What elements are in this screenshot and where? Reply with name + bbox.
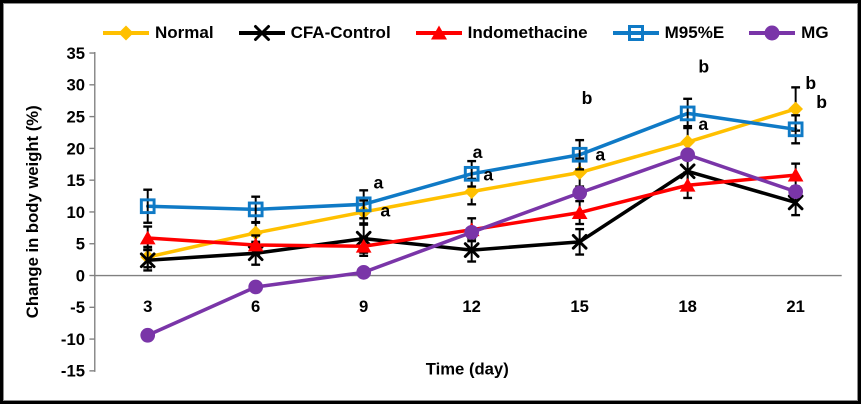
svg-text:35: 35 xyxy=(66,44,85,63)
svg-text:6: 6 xyxy=(251,297,260,316)
legend-item-m95e: M95%E xyxy=(612,23,725,43)
legend-label-normal: Normal xyxy=(155,23,214,42)
svg-text:3: 3 xyxy=(143,297,152,316)
svg-text:12: 12 xyxy=(462,297,481,316)
svg-text:a: a xyxy=(373,173,383,193)
svg-text:a: a xyxy=(595,145,605,165)
legend-item-mg: MG xyxy=(748,23,829,43)
legend-label-mg: MG xyxy=(801,23,829,42)
cfa-control-x-marker-icon xyxy=(238,25,285,41)
series-M95%E xyxy=(139,97,804,224)
svg-text:30: 30 xyxy=(66,76,85,95)
svg-text:a: a xyxy=(473,142,483,162)
svg-text:18: 18 xyxy=(678,297,697,316)
indomethacine-triangle-marker-icon xyxy=(415,25,462,40)
mg-circle-marker-icon xyxy=(749,25,796,41)
svg-text:10: 10 xyxy=(66,203,85,222)
svg-text:b: b xyxy=(582,88,593,108)
series-MG xyxy=(140,147,803,343)
svg-text:b: b xyxy=(805,73,816,93)
svg-text:b: b xyxy=(698,56,709,76)
svg-text:5: 5 xyxy=(76,235,85,254)
svg-text:25: 25 xyxy=(66,107,85,126)
svg-text:Time (day): Time (day) xyxy=(426,360,509,379)
m95e-square-marker-icon xyxy=(612,25,659,41)
legend-label-m95e: M95%E xyxy=(664,23,725,42)
chart-canvas: 35 30 25 20 15 10 5 0 -5 -10 -15 3 6 9 12 15 18 21 Time (d… xyxy=(23,44,842,381)
chart-inner-border: 35 30 25 20 15 10 5 0 -5 -10 -15 3 6 9 12 15 18 21 Time (d… xyxy=(3,3,858,401)
svg-text:21: 21 xyxy=(786,297,805,316)
svg-text:15: 15 xyxy=(66,171,85,190)
svg-text:0: 0 xyxy=(76,266,85,285)
svg-text:a: a xyxy=(483,164,493,184)
chart-legend: Normal CFA-Control Indomethacine M95%E M… xyxy=(102,18,829,48)
svg-text:20: 20 xyxy=(66,139,85,158)
svg-text:Change in body weight (%): Change in body weight (%) xyxy=(23,105,42,318)
svg-text:-5: -5 xyxy=(70,298,85,317)
normal-diamond-marker-icon xyxy=(103,25,149,41)
svg-text:15: 15 xyxy=(570,297,589,316)
svg-text:9: 9 xyxy=(359,297,368,316)
svg-text:a: a xyxy=(380,201,390,221)
legend-item-indomethacine: Indomethacine xyxy=(415,23,588,43)
legend-label-indomethacine: Indomethacine xyxy=(467,23,588,42)
svg-text:-15: -15 xyxy=(61,362,85,381)
legend-label-cfa-control: CFA-Control xyxy=(290,23,391,42)
svg-text:a: a xyxy=(698,114,708,134)
legend-item-normal: Normal xyxy=(102,23,214,43)
legend-item-cfa-control: CFA-Control xyxy=(238,23,391,43)
svg-text:b: b xyxy=(816,92,827,112)
svg-text:-10: -10 xyxy=(61,330,85,349)
